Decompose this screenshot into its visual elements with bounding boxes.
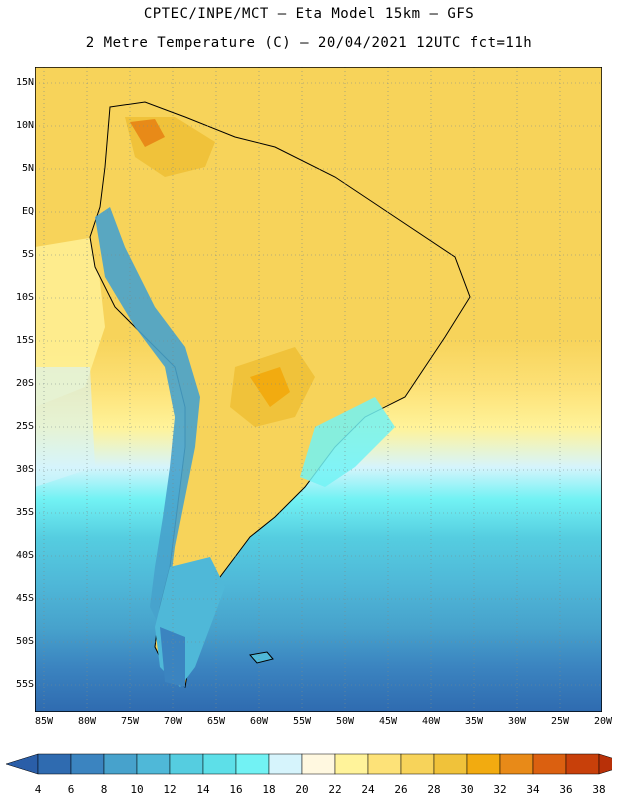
andes-cold-strip (95, 207, 200, 627)
colorbar-segment (202, 753, 237, 775)
colorbar-segment (301, 753, 336, 775)
colorbar-segment (565, 753, 600, 775)
colorbar-segment (37, 753, 72, 775)
lon-label: 70W (163, 716, 183, 727)
colorbar-tick-label: 12 (163, 783, 177, 796)
lon-label: 60W (249, 716, 269, 727)
lat-label: 45S (15, 593, 34, 604)
colorbar-tick-label: 14 (196, 783, 210, 796)
colorbar-tick-label: 26 (394, 783, 408, 796)
lon-label: 75W (120, 716, 140, 727)
lat-label: 5S (21, 249, 34, 260)
map-title: CPTEC/INPE/MCT – Eta Model 15km – GFS (143, 6, 475, 22)
colorbar-tick-label: 4 (34, 783, 42, 796)
lon-label: 50W (335, 716, 355, 727)
temperature-map (35, 67, 602, 712)
map-subtitle: 2 Metre Temperature (C) – 20/04/2021 12U… (85, 35, 533, 51)
cool-region-southeast (300, 397, 395, 487)
lat-label: EQ (21, 206, 34, 217)
colorbar-segment (268, 753, 303, 775)
colorbar-tick-label: 38 (592, 783, 606, 796)
colorbar-tick-label: 34 (526, 783, 540, 796)
lat-label: 40S (15, 550, 34, 561)
lat-label: 50S (15, 636, 34, 647)
lat-label: 15S (15, 335, 34, 346)
colorbar-segment (70, 753, 105, 775)
colorbar-segment (136, 753, 171, 775)
lon-label: 25W (550, 716, 570, 727)
colorbar-segment (499, 753, 534, 775)
colorbar-tick-label: 8 (100, 783, 108, 796)
lon-label: 85W (34, 716, 54, 727)
lon-label: 55W (292, 716, 312, 727)
lon-label: 35W (464, 716, 484, 727)
lon-label: 45W (378, 716, 398, 727)
colorbar-segment (367, 753, 402, 775)
lat-label: 55S (15, 679, 34, 690)
colorbar-segment (169, 753, 204, 775)
lat-label: 10N (15, 120, 34, 131)
pacific-warm-band (35, 237, 105, 407)
lat-label: 20S (15, 378, 34, 389)
lat-label: 5N (21, 163, 34, 174)
colorbar-tick-label: 18 (262, 783, 276, 796)
lon-label: 30W (507, 716, 527, 727)
colorbar-under-arrow (6, 753, 39, 775)
lat-label: 35S (15, 507, 34, 518)
lat-label: 10S (15, 292, 34, 303)
patagonia-coldest (160, 627, 185, 687)
colorbar-segment (532, 753, 567, 775)
lon-label: 65W (206, 716, 226, 727)
colorbar-tick-label: 22 (328, 783, 342, 796)
colorbar-tick-label: 24 (361, 783, 375, 796)
colorbar-tick-label: 16 (229, 783, 243, 796)
colorbar-over-arrow (598, 753, 612, 775)
colorbar-tick-label: 6 (67, 783, 75, 796)
lon-label: 80W (77, 716, 97, 727)
colorbar-segment (466, 753, 501, 775)
colorbar-segment (334, 753, 369, 775)
colorbar-segment (400, 753, 435, 775)
colorbar-tick-label: 30 (460, 783, 474, 796)
lat-label: 30S (15, 464, 34, 475)
lat-label: 15N (15, 77, 34, 88)
colorbar-tick-label: 20 (295, 783, 309, 796)
lon-label: 20W (593, 716, 613, 727)
colorbar-segment (235, 753, 270, 775)
colorbar (6, 753, 612, 775)
lon-label: 40W (421, 716, 441, 727)
colorbar-tick-label: 32 (493, 783, 507, 796)
colorbar-segment (103, 753, 138, 775)
pacific-cool-band (35, 367, 95, 487)
colorbar-tick-label: 28 (427, 783, 441, 796)
colorbar-tick-label: 10 (130, 783, 144, 796)
graticule (35, 67, 602, 712)
hot-region-venezuela (130, 119, 165, 147)
lat-label: 25S (15, 421, 34, 432)
hot-region-chaco (250, 367, 290, 407)
falkland-islands (249, 651, 274, 664)
colorbar-segment (433, 753, 468, 775)
colorbar-tick-label: 36 (559, 783, 573, 796)
